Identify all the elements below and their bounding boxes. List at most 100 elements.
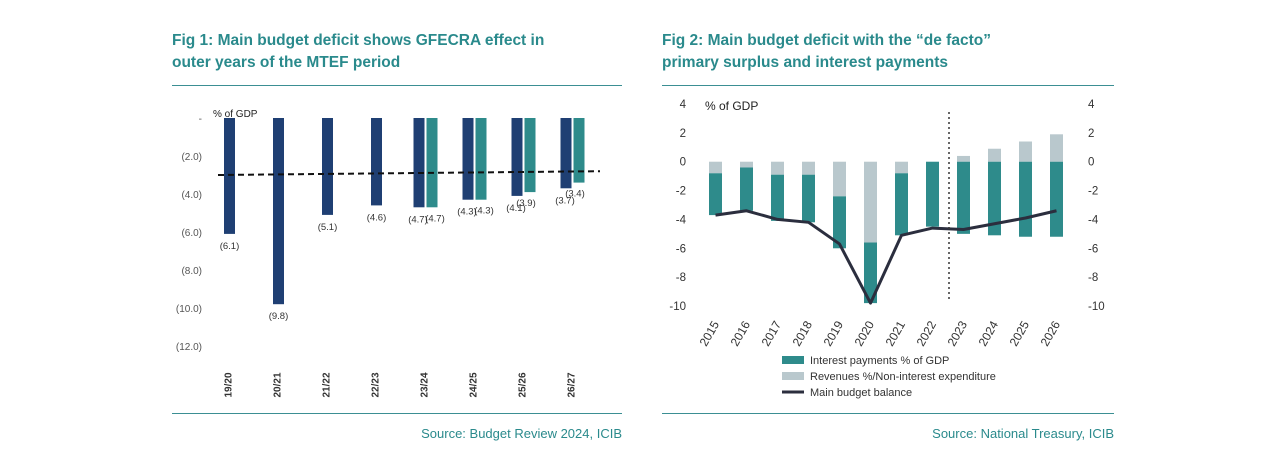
bar-2023-revenue-ratio xyxy=(957,155,970,162)
y-tick-label-right: -4 xyxy=(1088,214,1099,226)
figure-1-title: Fig 1: Main budget deficit shows GFECRA … xyxy=(172,30,622,74)
data-label: (4.3) xyxy=(457,207,477,218)
bar-2026-interest xyxy=(1050,161,1063,237)
x-tick-label: 2022 xyxy=(914,318,940,348)
x-tick-label: 24/25 xyxy=(469,372,480,397)
bar-2020-interest xyxy=(864,242,877,304)
y-axis-unit: % of GDP xyxy=(705,99,758,113)
y-tick-label-right: -10 xyxy=(1088,301,1105,313)
y-tick-label-right: -2 xyxy=(1088,186,1098,198)
bar-23/24-deficit xyxy=(413,118,425,208)
data-label: (3.9) xyxy=(516,198,536,209)
data-label: (4.7) xyxy=(408,214,428,225)
data-label: (4.7) xyxy=(425,213,445,224)
y-tick-label-left: -8 xyxy=(676,272,686,284)
dashed-trend-line xyxy=(217,170,601,176)
y-tick-label: - xyxy=(199,114,202,125)
x-tick-label: 2024 xyxy=(976,318,1002,348)
x-tick-label: 23/24 xyxy=(420,372,431,397)
y-tick-label-left: 2 xyxy=(680,128,686,140)
bar-21/22-deficit xyxy=(322,118,333,215)
figure-2-top-rule xyxy=(662,85,1114,86)
bar-25/26-deficit xyxy=(511,118,523,196)
data-label: (5.1) xyxy=(318,222,338,233)
bar-24/25-deficit xyxy=(462,118,474,200)
main-budget-balance-line xyxy=(715,209,1057,305)
bar-20/21-deficit xyxy=(273,118,284,305)
y-tick-label: (4.0) xyxy=(181,190,202,201)
y-tick-label-left: -4 xyxy=(676,214,687,226)
figure-2-title: Fig 2: Main budget deficit with the “de … xyxy=(662,30,1114,74)
figure-1-title-line-1: Fig 1: Main budget deficit shows GFECRA … xyxy=(172,32,545,49)
x-tick-label: 20/21 xyxy=(273,372,284,397)
bar-2020-revenue-ratio xyxy=(864,161,877,243)
legend-swatch-revenues xyxy=(782,372,804,380)
data-label: (9.8) xyxy=(269,311,289,322)
bar-2019-revenue-ratio xyxy=(833,161,846,197)
bar-22/23-deficit xyxy=(371,118,382,206)
figure-2-bottom-rule xyxy=(662,413,1114,414)
x-tick-label: 2023 xyxy=(945,318,971,348)
bar-24/25-ex-gfecra xyxy=(475,118,487,200)
data-label: (3.4) xyxy=(565,189,585,200)
y-tick-label-left: -6 xyxy=(676,243,686,255)
figure-1-source: Source: Budget Review 2024, ICIB xyxy=(421,426,622,441)
y-tick-label-right: -6 xyxy=(1088,243,1098,255)
x-tick-label: 22/23 xyxy=(371,372,382,397)
bar-2025-interest xyxy=(1019,161,1032,237)
y-tick-label-left: -10 xyxy=(669,301,686,313)
bar-2016-interest xyxy=(740,167,753,211)
y-tick-label-right: 0 xyxy=(1088,157,1094,169)
bar-2022-interest xyxy=(926,161,939,227)
y-tick-label-left: 0 xyxy=(680,157,686,169)
bar-19/20-deficit xyxy=(224,118,235,234)
bar-2026-revenue-ratio xyxy=(1050,134,1063,162)
bar-2024-interest xyxy=(988,161,1001,236)
bar-2018-interest xyxy=(802,174,815,223)
bar-2015-interest xyxy=(709,173,722,216)
figure-2-title-line-1: Fig 2: Main budget deficit with the “de … xyxy=(662,32,991,49)
legend-label: Main budget balance xyxy=(810,387,912,399)
bar-2023-interest xyxy=(957,161,970,234)
x-tick-label: 2020 xyxy=(852,318,878,348)
data-label: (4.3) xyxy=(474,206,494,217)
y-tick-label: (8.0) xyxy=(181,266,202,277)
bar-2024-revenue-ratio xyxy=(988,148,1001,162)
figure-2-chart: 4 4 2 2 0 0 -2 -2 -4 -4 -6 -6 -8 -8 -10 -10 % of GDP 2015… xyxy=(669,99,1105,399)
y-tick-label: (12.0) xyxy=(176,342,202,353)
bar-26/27-ex-gfecra xyxy=(573,118,585,183)
bar-2025-revenue-ratio xyxy=(1019,141,1032,162)
y-tick-label-left: 4 xyxy=(680,99,687,111)
bar-2018-revenue-ratio xyxy=(802,161,815,175)
x-tick-label: 26/27 xyxy=(567,372,578,397)
y-tick-label: (10.0) xyxy=(176,304,202,315)
x-tick-label: 2015 xyxy=(697,318,723,348)
data-label: (4.6) xyxy=(367,212,387,223)
x-tick-label: 2019 xyxy=(821,318,847,348)
x-tick-label: 2018 xyxy=(790,318,816,348)
y-axis-unit: % of GDP xyxy=(213,109,258,120)
legend-label: Revenues %/Non-interest expenditure xyxy=(810,371,996,383)
legend-label: Interest payments % of GDP xyxy=(810,355,949,367)
bar-2016-revenue-ratio xyxy=(740,161,753,168)
x-tick-label: 2026 xyxy=(1038,318,1064,348)
bar-2015-revenue-ratio xyxy=(709,161,722,174)
x-tick-label: 2025 xyxy=(1007,318,1033,348)
x-tick-label: 19/20 xyxy=(224,372,235,397)
y-tick-label-left: -2 xyxy=(676,186,686,198)
figure-1-title-line-2: outer years of the MTEF period xyxy=(172,54,401,71)
y-tick-label-right: 4 xyxy=(1088,99,1095,111)
x-tick-label: 2021 xyxy=(883,318,909,348)
data-label: (6.1) xyxy=(220,241,240,252)
y-tick-label-right: 2 xyxy=(1088,128,1094,140)
figure-1-chart: - (2.0) (4.0) (6.0) (8.0) (10.0) (12.0) % of GD… xyxy=(176,109,601,398)
x-tick-label: 21/22 xyxy=(322,372,333,397)
x-tick-label: 2016 xyxy=(728,318,754,348)
y-tick-label-right: -8 xyxy=(1088,272,1098,284)
figure-1-top-rule xyxy=(172,85,622,86)
data-label: (4.1) xyxy=(506,203,526,214)
bar-25/26-ex-gfecra xyxy=(524,118,536,193)
bar-2017-interest xyxy=(771,174,784,221)
bar-26/27-deficit xyxy=(560,118,572,189)
bar-2021-revenue-ratio xyxy=(895,161,908,174)
